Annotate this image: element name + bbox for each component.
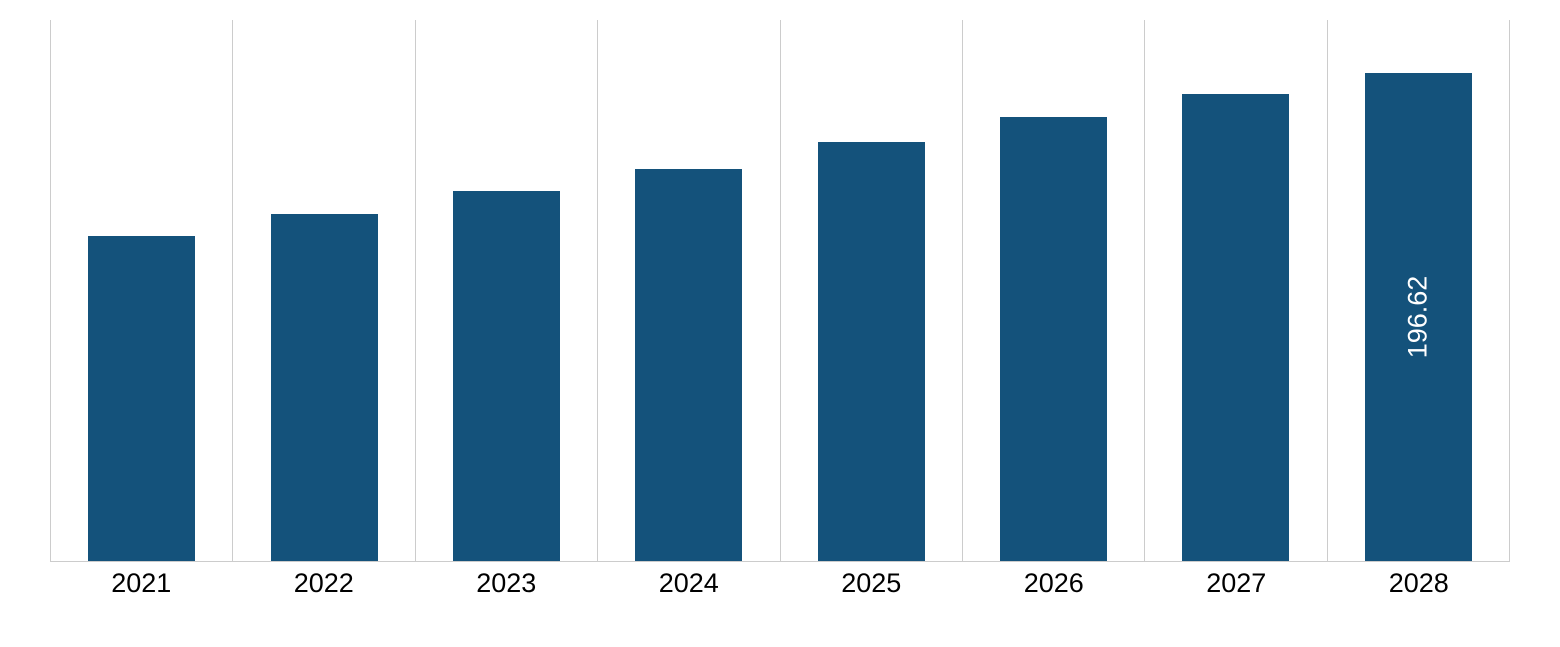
bar-slot xyxy=(1144,20,1326,561)
bar-chart: 196.62 20212022202320242025202620272028 xyxy=(50,20,1510,597)
x-axis-label: 2024 xyxy=(598,562,781,597)
bar xyxy=(271,214,378,561)
x-axis-label: 2022 xyxy=(233,562,416,597)
bar-slot xyxy=(415,20,597,561)
bar: 196.62 xyxy=(1365,73,1472,561)
bar-slot xyxy=(597,20,779,561)
x-axis-label: 2023 xyxy=(415,562,598,597)
bar-slot: 196.62 xyxy=(1327,20,1510,561)
bar xyxy=(818,142,925,561)
plot-area: 196.62 xyxy=(50,20,1510,562)
bar xyxy=(635,169,742,561)
bar xyxy=(1182,94,1289,561)
x-axis-label: 2025 xyxy=(780,562,963,597)
bar-slot xyxy=(780,20,962,561)
x-axis: 20212022202320242025202620272028 xyxy=(50,562,1510,597)
x-axis-label: 2027 xyxy=(1145,562,1328,597)
x-axis-label: 2021 xyxy=(50,562,233,597)
bars-container: 196.62 xyxy=(50,20,1510,561)
bar xyxy=(88,236,195,561)
bar-slot xyxy=(50,20,232,561)
bar-slot xyxy=(232,20,414,561)
x-axis-label: 2026 xyxy=(963,562,1146,597)
bar xyxy=(1000,117,1107,561)
bar xyxy=(453,191,560,561)
x-axis-label: 2028 xyxy=(1328,562,1511,597)
bar-value-label: 196.62 xyxy=(1403,276,1434,359)
bar-slot xyxy=(962,20,1144,561)
